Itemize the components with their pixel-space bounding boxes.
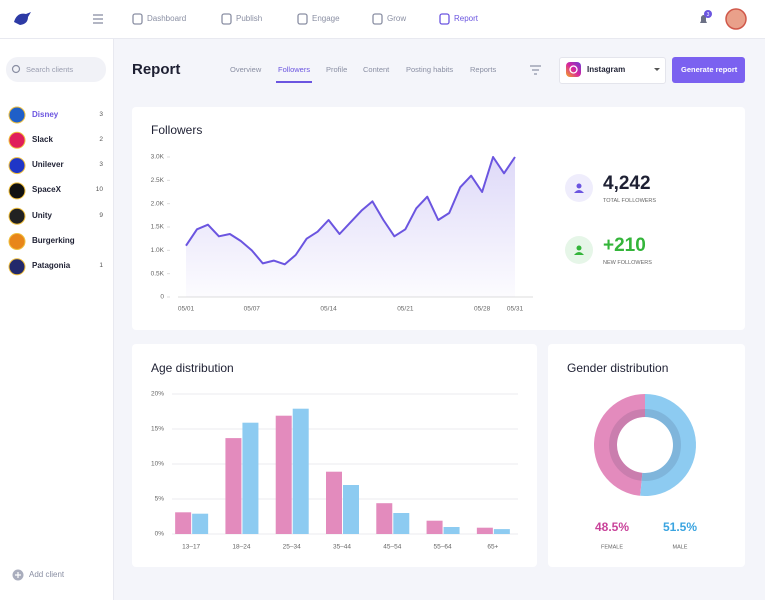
filter-icon[interactable]	[530, 65, 541, 75]
search-box[interactable]	[6, 57, 106, 82]
client-count: 1	[99, 262, 103, 270]
network-name[interactable]: Instagram	[587, 65, 626, 74]
sidebar	[0, 0, 114, 600]
tab[interactable]: Overview	[230, 65, 262, 74]
tab[interactable]: Content	[363, 65, 390, 74]
client-count: 10	[95, 186, 103, 194]
client-name[interactable]: Patagonia	[32, 261, 71, 271]
client-count: 3	[99, 110, 103, 118]
tab[interactable]: Reports	[470, 65, 497, 74]
client-count: 3	[99, 161, 103, 169]
client-name[interactable]: Unity	[32, 210, 52, 220]
client-count: 9	[99, 211, 103, 219]
search-placeholder: Search clients	[26, 65, 74, 74]
stat-value: 4,242	[603, 173, 651, 194]
top-bar	[0, 0, 765, 39]
nav-item[interactable]: Publish	[236, 14, 263, 23]
stat-label: TOTAL FOLLOWERS	[603, 198, 657, 204]
add-client[interactable]: Add client	[29, 570, 65, 579]
client-name[interactable]: Unilever	[32, 160, 64, 170]
client-name[interactable]: Disney	[32, 109, 59, 119]
tab[interactable]: Posting habits	[406, 65, 454, 74]
nav-item[interactable]: Grow	[387, 14, 407, 23]
followers-card	[132, 107, 745, 330]
page-title: Report	[132, 61, 181, 78]
client-name[interactable]: SpaceX	[32, 185, 61, 195]
nav-item[interactable]: Dashboard	[147, 14, 187, 23]
gender-card	[548, 344, 745, 567]
generate-button-label[interactable]: Generate report	[681, 65, 738, 74]
client-name[interactable]: Burgerking	[32, 236, 75, 245]
gender-title: Gender distribution	[567, 361, 669, 375]
stat-label: NEW FOLLOWERS	[603, 260, 652, 266]
tab[interactable]: Followers	[278, 65, 311, 74]
client-name[interactable]: Slack	[32, 134, 53, 144]
age-card	[132, 344, 537, 567]
followers-title: Followers	[151, 123, 203, 137]
age-title: Age distribution	[151, 361, 234, 375]
nav-item[interactable]: Report	[454, 14, 479, 23]
generate-button[interactable]	[672, 57, 745, 83]
nav-item[interactable]: Engage	[312, 14, 340, 23]
stat-value: +210	[603, 235, 646, 256]
client-count: 2	[99, 135, 103, 143]
tab[interactable]: Profile	[326, 65, 348, 74]
tab-underline	[276, 81, 312, 83]
